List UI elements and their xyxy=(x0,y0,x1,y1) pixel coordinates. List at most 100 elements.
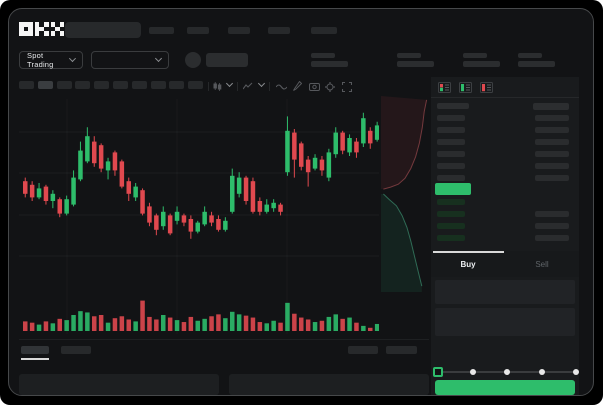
trading-app-window: Spot Trading xyxy=(8,8,594,396)
bid-price[interactable] xyxy=(437,211,465,217)
ask-price[interactable] xyxy=(437,139,465,145)
tab-sell[interactable]: Sell xyxy=(505,251,579,277)
logo-pixel xyxy=(59,22,65,27)
toolbar-divider xyxy=(237,82,238,91)
nav-item[interactable] xyxy=(311,27,337,34)
logo-pixel xyxy=(19,26,24,32)
book-col-price-header xyxy=(437,103,469,109)
logo-pixel xyxy=(23,31,29,36)
book-combined-icon[interactable] xyxy=(437,81,451,93)
camera-icon[interactable] xyxy=(308,81,320,92)
nav-item[interactable] xyxy=(228,27,250,34)
price-input[interactable] xyxy=(435,280,575,304)
logo-pixel xyxy=(59,31,65,36)
candle-style-icon[interactable] xyxy=(212,81,223,92)
logo-pixel xyxy=(23,22,29,27)
book-asks-icon[interactable] xyxy=(479,81,493,93)
ask-price[interactable] xyxy=(437,115,465,121)
logo-pixel xyxy=(43,22,49,27)
logo-pixel xyxy=(50,31,56,36)
stat-value xyxy=(463,61,500,67)
last-price-badge[interactable] xyxy=(435,183,471,195)
chevron-down-icon[interactable] xyxy=(257,79,266,88)
logo-pixel xyxy=(43,31,49,36)
ask-price[interactable] xyxy=(437,151,465,157)
bottom-tab-underline xyxy=(21,358,49,360)
timeframe-button[interactable] xyxy=(75,81,91,89)
bid-amount xyxy=(535,235,569,241)
ask-amount xyxy=(535,139,569,145)
pair-selector[interactable] xyxy=(91,51,169,69)
slider-stop-dot[interactable] xyxy=(538,369,545,375)
okx-logo-letter xyxy=(50,22,65,37)
ask-price[interactable] xyxy=(437,175,465,181)
slider-stop-dot[interactable] xyxy=(504,369,510,375)
bottom-action[interactable] xyxy=(386,346,417,354)
logo-pixel xyxy=(28,22,33,27)
bottom-divider xyxy=(19,339,429,340)
bottom-tab[interactable] xyxy=(61,346,91,354)
timeframe-button[interactable] xyxy=(94,81,110,89)
bid-price[interactable] xyxy=(437,223,465,229)
indicator-icon[interactable] xyxy=(242,81,253,92)
bid-price[interactable] xyxy=(437,199,465,205)
chevron-down-icon xyxy=(154,54,163,63)
pair-name-placeholder[interactable] xyxy=(206,53,248,67)
settings-icon[interactable] xyxy=(324,81,336,92)
nav-item[interactable] xyxy=(268,27,290,34)
ask-price[interactable] xyxy=(437,127,465,133)
fullscreen-icon[interactable] xyxy=(341,81,353,92)
nav-item[interactable] xyxy=(187,27,209,34)
buy-sell-tabbar: Buy Sell xyxy=(431,251,579,277)
chevron-down-icon[interactable] xyxy=(225,79,234,88)
stat-value xyxy=(311,61,348,67)
buy-submit-button[interactable] xyxy=(435,380,575,395)
buy-tab-indicator xyxy=(433,251,504,253)
timeframe-button[interactable] xyxy=(56,81,72,89)
book-bids-icon[interactable] xyxy=(458,81,472,93)
stat-label xyxy=(311,53,335,58)
draw-icon[interactable] xyxy=(292,80,303,92)
logo-pixel xyxy=(19,22,24,27)
stat-value xyxy=(518,61,555,67)
logo-pixel xyxy=(28,26,33,32)
coin-icon xyxy=(185,52,201,68)
price-chart[interactable] xyxy=(19,99,379,342)
timeframe-button[interactable] xyxy=(113,81,128,89)
nav-item[interactable] xyxy=(149,27,174,34)
ask-price[interactable] xyxy=(437,163,465,169)
line-tool-icon[interactable] xyxy=(275,81,287,92)
ask-amount xyxy=(535,151,569,157)
bid-amount xyxy=(535,211,569,217)
logo-pixel xyxy=(34,26,40,32)
slider-handle[interactable] xyxy=(433,367,443,377)
amount-slider[interactable] xyxy=(431,363,579,381)
order-book-trade-panel: Buy Sell xyxy=(431,77,579,395)
timeframe-button[interactable] xyxy=(150,81,166,89)
search-input[interactable] xyxy=(65,22,141,38)
timeframe-button[interactable] xyxy=(169,81,185,89)
logo-pixel xyxy=(34,22,40,27)
bid-price[interactable] xyxy=(437,235,465,241)
timeframe-button[interactable] xyxy=(188,81,204,89)
tab-buy[interactable]: Buy xyxy=(431,251,505,277)
stat-label xyxy=(397,53,421,58)
amount-input[interactable] xyxy=(435,308,575,336)
stat-label xyxy=(463,53,487,58)
bottom-action[interactable] xyxy=(348,346,378,354)
ask-amount xyxy=(535,163,569,169)
panel-divider xyxy=(431,97,579,98)
okx-logo[interactable] xyxy=(19,22,65,37)
logo-pixel xyxy=(39,26,44,32)
timeframe-button[interactable] xyxy=(131,81,147,89)
market-type-selector[interactable]: Spot Trading xyxy=(19,51,83,69)
okx-logo-letter xyxy=(34,22,49,37)
slider-stop-dot[interactable] xyxy=(573,369,579,375)
timeframe-button[interactable] xyxy=(19,81,34,89)
bottom-tab-active[interactable] xyxy=(21,346,49,354)
slider-stop-dot[interactable] xyxy=(469,369,476,375)
orders-row xyxy=(19,374,219,395)
ask-amount xyxy=(535,115,569,121)
timeframe-button[interactable] xyxy=(37,81,53,89)
